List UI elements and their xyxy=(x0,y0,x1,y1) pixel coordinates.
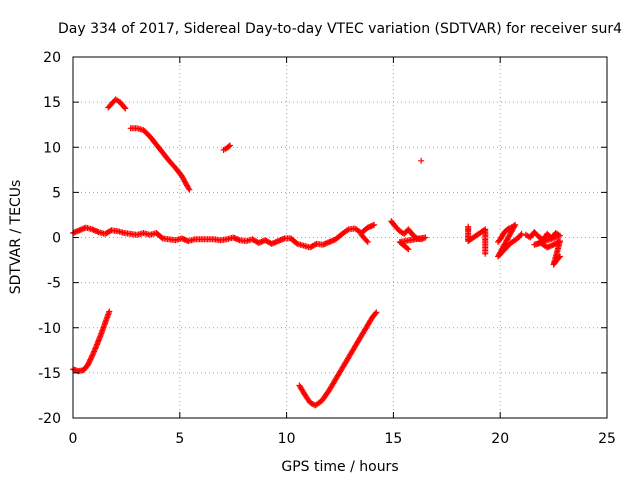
y-axis-label: SDTVAR / TECUs xyxy=(8,180,24,295)
y-tick-label: 10 xyxy=(43,140,61,156)
data-point xyxy=(405,246,412,253)
data-point xyxy=(121,104,128,111)
series-near-zero-dip-13h xyxy=(358,231,371,246)
data-point xyxy=(185,185,192,192)
y-tick-label: -20 xyxy=(38,411,61,427)
series-lower-arc-a xyxy=(70,308,113,375)
y-tick-label: 20 xyxy=(43,50,61,66)
data-points xyxy=(70,96,564,409)
series-near-zero-main xyxy=(70,221,378,251)
data-point xyxy=(226,142,233,149)
data-point xyxy=(106,308,113,315)
data-point xyxy=(186,186,193,193)
y-tick-label: 15 xyxy=(43,95,61,111)
y-tick-label: -10 xyxy=(38,321,61,337)
data-point xyxy=(372,310,379,317)
data-point xyxy=(518,230,525,237)
series-sparse-18-19h xyxy=(465,223,489,257)
x-tick-label: 25 xyxy=(598,431,616,447)
series-lower-arc-b xyxy=(296,309,380,409)
x-tick-label: 10 xyxy=(278,431,296,447)
series-upper-arc-a xyxy=(105,96,129,112)
x-tick-labels: 0 5 10 15 20 25 xyxy=(69,431,616,447)
data-point xyxy=(122,105,129,112)
chart-title: Day 334 of 2017, Sidereal Day-to-day VTE… xyxy=(58,21,622,37)
y-tick-label: -5 xyxy=(47,276,61,292)
data-point xyxy=(557,253,564,260)
series-near-zero-15h xyxy=(388,218,429,253)
x-tick-label: 5 xyxy=(175,431,184,447)
data-point xyxy=(404,245,411,252)
x-tick-label: 15 xyxy=(384,431,402,447)
x-tick-label: 0 xyxy=(69,431,78,447)
data-point xyxy=(482,250,489,257)
series-isolated-point xyxy=(418,157,425,164)
y-tick-label: 0 xyxy=(52,231,61,247)
series-near-zero-20h xyxy=(495,221,525,260)
data-point xyxy=(293,239,300,246)
data-point xyxy=(418,157,425,164)
y-tick-labels: -20 -15 -10 -5 0 5 10 15 20 xyxy=(38,50,61,427)
data-point xyxy=(344,227,351,234)
data-point xyxy=(307,399,314,406)
x-tick-label: 20 xyxy=(491,431,509,447)
y-tick-label: 5 xyxy=(52,185,61,201)
data-point xyxy=(363,237,370,244)
data-point xyxy=(308,400,315,407)
ticks xyxy=(72,56,608,419)
data-point xyxy=(373,309,380,316)
data-point xyxy=(555,254,562,261)
data-point xyxy=(88,354,95,361)
y-tick-label: -15 xyxy=(38,366,61,382)
series-short-arc-7h xyxy=(220,142,233,153)
data-point xyxy=(225,143,232,150)
data-point xyxy=(371,221,378,228)
series-upper-arc-b xyxy=(127,125,193,193)
data-point xyxy=(158,234,165,241)
series-near-zero-21-23h xyxy=(522,229,564,268)
data-point xyxy=(364,239,371,246)
x-axis-label: GPS time / hours xyxy=(281,459,398,475)
data-point xyxy=(517,232,524,239)
